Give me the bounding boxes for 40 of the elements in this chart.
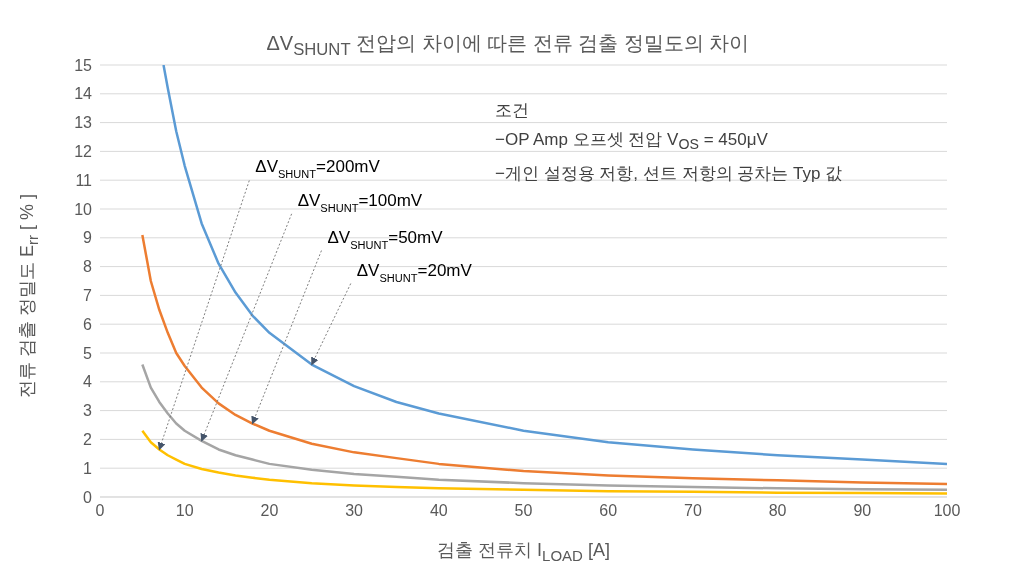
y-tick-label: 9: [83, 229, 93, 247]
y-tick-label: 11: [75, 171, 93, 189]
annotation: ΔV$_{SHUNT}$=50mV: [327, 227, 444, 251]
x-tick-label: 80: [768, 502, 787, 520]
y-tick-label: 0: [83, 488, 93, 506]
annotation: ΔV$_{SHUNT}$=20mV: [356, 260, 473, 284]
x-tick-label: 50: [514, 502, 533, 520]
annotation: −게인 설정용 저항, 션트 저항의 공차는 Typ 값: [495, 163, 843, 186]
x-tick-label: 10: [175, 502, 194, 520]
y-tick-label: 6: [83, 315, 93, 333]
x-tick-label: 30: [345, 502, 364, 520]
y-tick-label: 4: [83, 373, 93, 391]
x-axis-title: 검출 전류치 I$_{LOAD}$ [A]: [436, 539, 611, 564]
y-tick-label: 8: [83, 258, 93, 276]
x-tick-label: 0: [95, 502, 105, 520]
y-tick-label: 7: [83, 287, 93, 305]
annotation: 조건: [495, 100, 530, 122]
y-tick-label: 5: [83, 344, 93, 362]
x-tick-label: 90: [853, 502, 872, 520]
x-tick-label: 40: [429, 502, 448, 520]
y-tick-label: 1: [83, 459, 93, 477]
x-tick-label: 60: [599, 502, 618, 520]
y-tick-label: 2: [83, 431, 93, 449]
chart-title: ΔV$_{SHUNT}$ 전압의 차이에 따른 전류 검출 정밀도의 차이: [266, 32, 750, 59]
annotation: ΔV$_{SHUNT}$=100mV: [297, 190, 423, 214]
y-tick-label: 15: [74, 56, 93, 74]
line-series: [141, 233, 947, 486]
annotation: ΔV$_{SHUNT}$=200mV: [255, 157, 381, 181]
x-tick-label: 100: [933, 502, 961, 520]
line-series: [141, 363, 947, 492]
y-tick-label: 12: [74, 143, 93, 161]
x-tick-label: 70: [684, 502, 702, 520]
x-tick-label: 20: [260, 502, 279, 520]
y-tick-label: 10: [74, 200, 93, 218]
line-series: [162, 65, 947, 466]
y-tick-label: 13: [74, 114, 93, 132]
y-tick-label: 14: [74, 85, 93, 103]
y-tick-label: 3: [83, 402, 93, 420]
annotation: −OP Amp 오프셋 전압 V$_{OS}$ = 450μV: [495, 129, 769, 155]
line-series: [141, 429, 947, 495]
